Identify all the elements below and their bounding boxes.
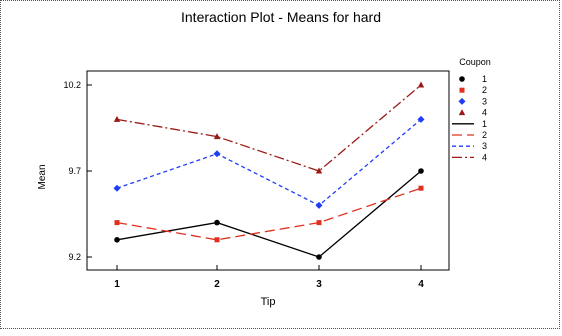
y-tick-label: 10.2 (63, 80, 81, 90)
series-3 (113, 115, 425, 209)
data-point-circle (316, 254, 322, 260)
legend-line-label: 1 (482, 119, 487, 129)
data-point-diamond (213, 150, 221, 158)
legend-symbol-label: 2 (482, 85, 487, 95)
x-tick-label: 3 (316, 279, 322, 290)
y-tick-label: 9.7 (68, 166, 81, 176)
x-axis-label: Tip (261, 296, 276, 308)
data-point-square (418, 185, 424, 191)
data-point-circle (114, 237, 120, 243)
y-axis-label: Mean (37, 164, 48, 189)
legend-title: Coupon (459, 57, 491, 67)
data-point-circle (214, 219, 220, 226)
data-point-diamond (458, 97, 466, 105)
data-point-triangle (315, 167, 323, 174)
axes: 1 2 3 4 9.2 9.7 10.2 (63, 80, 424, 290)
data-point-diamond (113, 184, 121, 192)
series-line-2 (116, 187, 422, 241)
series-line-3 (116, 118, 422, 207)
data-point-triangle (458, 109, 466, 116)
x-tick-label: 4 (418, 279, 424, 290)
series-2 (114, 185, 424, 243)
series-line-4 (116, 84, 422, 172)
series-4 (113, 81, 425, 174)
legend-line-label: 2 (482, 130, 487, 140)
data-point-square (316, 220, 322, 226)
data-point-diamond (417, 115, 425, 123)
legend-line-label: 3 (482, 141, 487, 151)
legend-symbol-label: 1 (482, 74, 487, 84)
x-tick-label: 2 (214, 279, 220, 290)
data-point-triangle (417, 81, 425, 88)
data-point-diamond (315, 201, 323, 209)
data-point-square (214, 237, 220, 243)
data-point-triangle (113, 115, 121, 122)
legend-symbol-label: 3 (482, 96, 487, 106)
series-layer (113, 81, 425, 260)
data-point-triangle (213, 133, 221, 140)
data-point-square (459, 87, 465, 93)
data-point-circle (418, 168, 424, 174)
y-tick-label: 9.2 (68, 252, 81, 262)
legend-line-label: 4 (482, 152, 487, 162)
data-point-circle (459, 76, 465, 82)
legend-symbol-label: 4 (482, 108, 487, 118)
data-point-square (114, 220, 120, 226)
chart-title: Interaction Plot - Means for hard (181, 9, 381, 25)
x-tick-label: 1 (114, 279, 120, 290)
figure-border (0, 0, 560, 329)
